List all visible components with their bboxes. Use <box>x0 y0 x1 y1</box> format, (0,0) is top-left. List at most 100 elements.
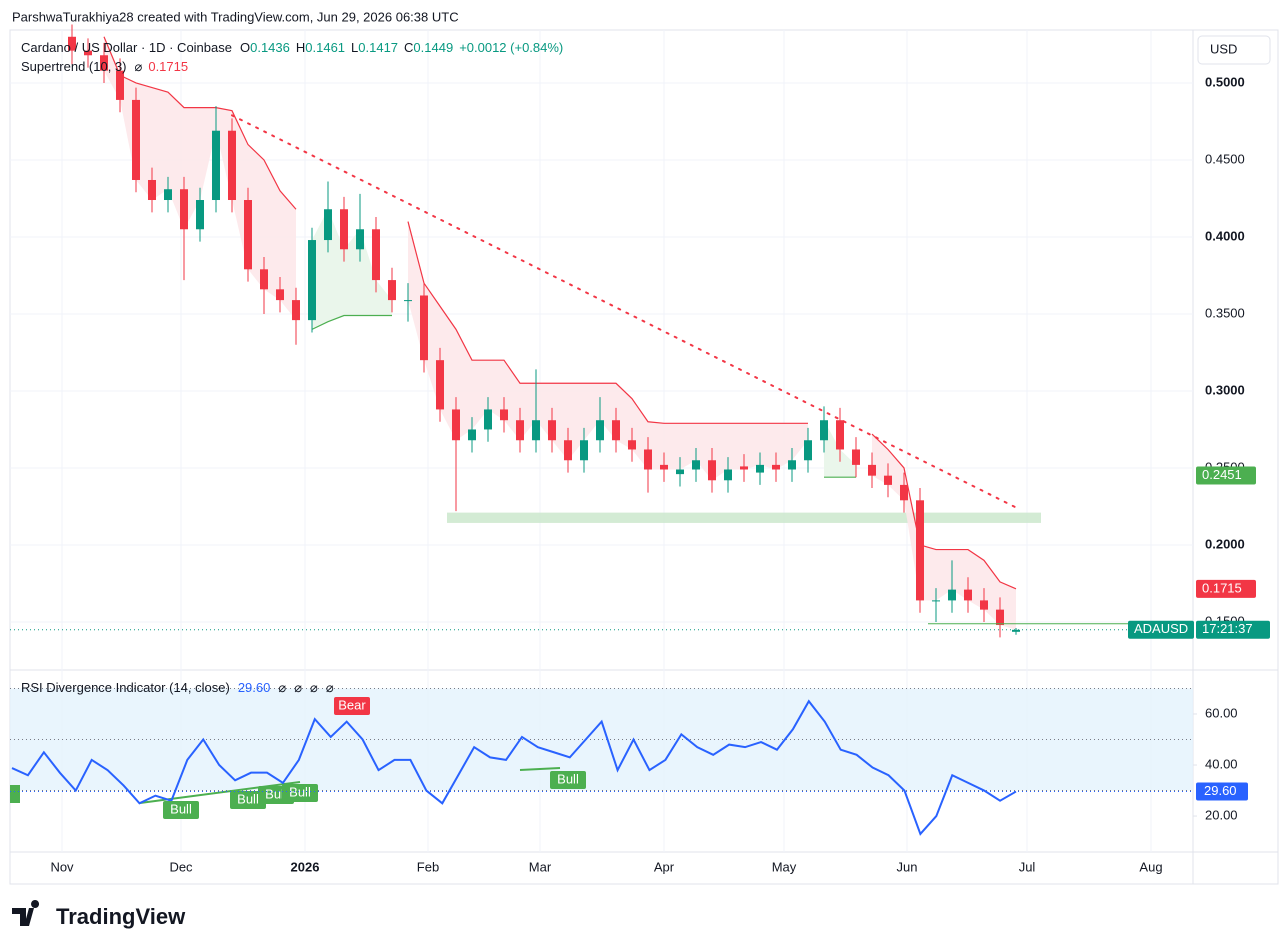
candle-body <box>868 464 876 476</box>
candle-body <box>644 449 652 470</box>
rsi-value: 29.60 <box>238 680 271 695</box>
support-zone <box>447 512 1041 523</box>
candle-body <box>196 200 204 230</box>
rsi-last-label: 29.60 <box>1204 783 1237 798</box>
supertrend-name: Supertrend (10, 3) <box>21 59 127 74</box>
candle-body <box>932 600 940 602</box>
rsi-last-bg <box>1196 782 1248 801</box>
candle-body <box>372 229 380 281</box>
visibility-icon: ⌀ <box>294 680 302 695</box>
candle-body <box>452 409 460 441</box>
rsi-title: RSI Divergence Indicator (14, close) <box>21 680 230 695</box>
divergence-line <box>519 767 561 771</box>
candle-body <box>132 99 140 180</box>
x-tick-label: May <box>772 859 797 874</box>
logo: TradingView <box>12 900 186 929</box>
visibility-icon: ⌀ <box>278 680 286 695</box>
x-tick-label: Apr <box>654 859 675 874</box>
y-tick-label: 0.3000 <box>1205 382 1245 397</box>
legend-key: C <box>404 40 413 55</box>
trendline <box>231 114 1018 509</box>
signal-box <box>282 784 318 802</box>
candle-body <box>692 460 700 470</box>
candle-body <box>612 420 620 441</box>
candle-body <box>164 189 172 201</box>
supertrend-label-bg <box>1196 579 1256 598</box>
candle-body <box>212 130 220 201</box>
legend-key: O <box>240 40 250 55</box>
rsi-line <box>11 699 1017 836</box>
signal-label: Bull <box>289 784 311 799</box>
supertrend-value: 0.1715 <box>148 59 188 74</box>
x-tick-label: Mar <box>529 859 552 874</box>
candle-body <box>980 600 988 610</box>
y-tick-label: 0.2000 <box>1205 536 1245 551</box>
legend-value: 0.1436 <box>250 40 290 55</box>
candle-body <box>116 70 124 100</box>
y-tick-label: 0.4000 <box>1205 228 1245 243</box>
signal-box <box>163 801 199 819</box>
logo-text: TradingView <box>56 904 186 929</box>
supertrend-line <box>103 36 297 210</box>
currency-button[interactable] <box>1197 35 1271 65</box>
supertrend-label: 0.1715 <box>1202 580 1242 595</box>
candle-body <box>788 460 796 470</box>
candle-body <box>516 420 524 441</box>
rsi-band <box>10 688 1193 791</box>
candle-body <box>772 464 780 470</box>
legend-value: 0.1461 <box>305 40 345 55</box>
candle-body <box>260 269 268 290</box>
candle-body <box>676 469 684 475</box>
x-tick-label: Feb <box>417 859 439 874</box>
signal-edge <box>10 785 20 803</box>
logo-icon <box>12 900 40 926</box>
candle-body <box>340 209 348 250</box>
candle-body <box>756 464 764 473</box>
signal-box <box>230 791 266 809</box>
signal-label: Bull <box>265 786 287 801</box>
y-tick-label: 0.3500 <box>1205 305 1245 320</box>
candle-body <box>100 55 108 71</box>
candle-body <box>484 409 492 430</box>
candle-body <box>964 589 972 601</box>
candle-body <box>916 500 924 601</box>
candle-body <box>628 440 636 450</box>
candle-body <box>180 189 188 230</box>
signal-label: Bull <box>170 801 192 816</box>
signal-label: Bull <box>557 771 579 786</box>
supertrend-fill <box>872 434 1016 630</box>
candle-body <box>276 289 284 301</box>
currency-label: USD <box>1210 41 1237 56</box>
candle-body <box>596 420 604 441</box>
legend-change: +0.0012 (+0.84%) <box>459 40 563 55</box>
supertrend-line <box>311 314 392 330</box>
attribution: ParshwaTurakhiya28 created with TradingV… <box>12 9 459 24</box>
supertrend-fill <box>408 221 808 481</box>
candle-body <box>228 130 236 201</box>
supertrend-line <box>407 221 808 424</box>
y-tick-label: 0.5000 <box>1205 74 1245 89</box>
signal-box <box>334 697 370 715</box>
level-label-bg <box>1196 466 1256 485</box>
candle-body <box>308 240 316 321</box>
candle-body <box>948 589 956 601</box>
rsi-legend: RSI Divergence Indicator (14, close) 29.6… <box>21 680 334 695</box>
x-tick-label: 2026 <box>291 859 320 874</box>
candle-body <box>884 475 892 485</box>
candle-body <box>420 295 428 361</box>
candle-body <box>404 300 412 302</box>
signal-label: Bull <box>237 791 259 806</box>
rsi-tick-label: 60.00 <box>1205 705 1238 720</box>
candle-body <box>84 50 92 56</box>
y-tick-label: 0.4500 <box>1205 151 1245 166</box>
candle-body <box>804 440 812 461</box>
x-tick-label: Aug <box>1139 859 1162 874</box>
candle-body <box>708 460 716 481</box>
candle-body <box>740 466 748 470</box>
supertrend-fill <box>824 420 856 478</box>
x-tick-label: Jun <box>897 859 918 874</box>
supertrend-legend: Supertrend (10, 3) ⌀ 0.1715 <box>21 59 188 74</box>
legend-value: 0.1417 <box>358 40 398 55</box>
